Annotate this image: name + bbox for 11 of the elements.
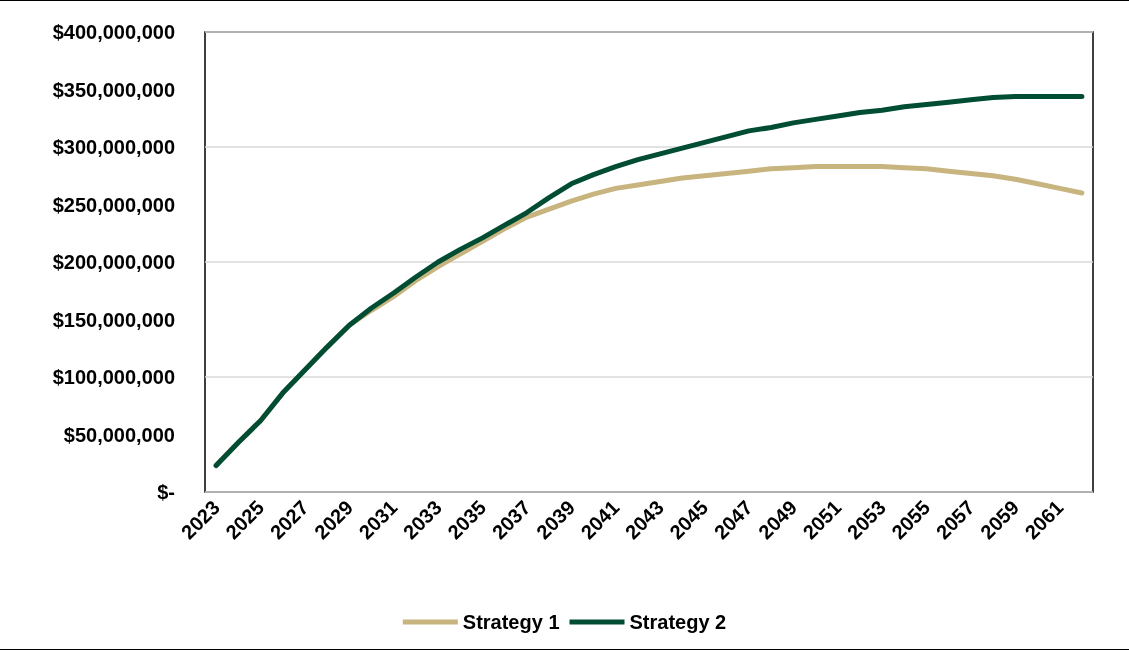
y-tick-label: $200,000,000: [52, 251, 175, 273]
y-tick-label: $150,000,000: [52, 308, 175, 331]
y-tick-label: $250,000,000: [52, 193, 175, 216]
legend-label: Strategy 2: [629, 611, 727, 633]
y-tick-label: $-: [157, 481, 175, 503]
y-tick-label: $100,000,000: [52, 366, 175, 388]
y-tick-label: $300,000,000: [52, 136, 175, 158]
y-tick-label: $50,000,000: [63, 423, 175, 446]
legend-label: Strategy 1: [462, 611, 560, 633]
y-tick-label: $400,000,000: [52, 21, 175, 43]
y-tick-label: $350,000,000: [52, 78, 175, 101]
